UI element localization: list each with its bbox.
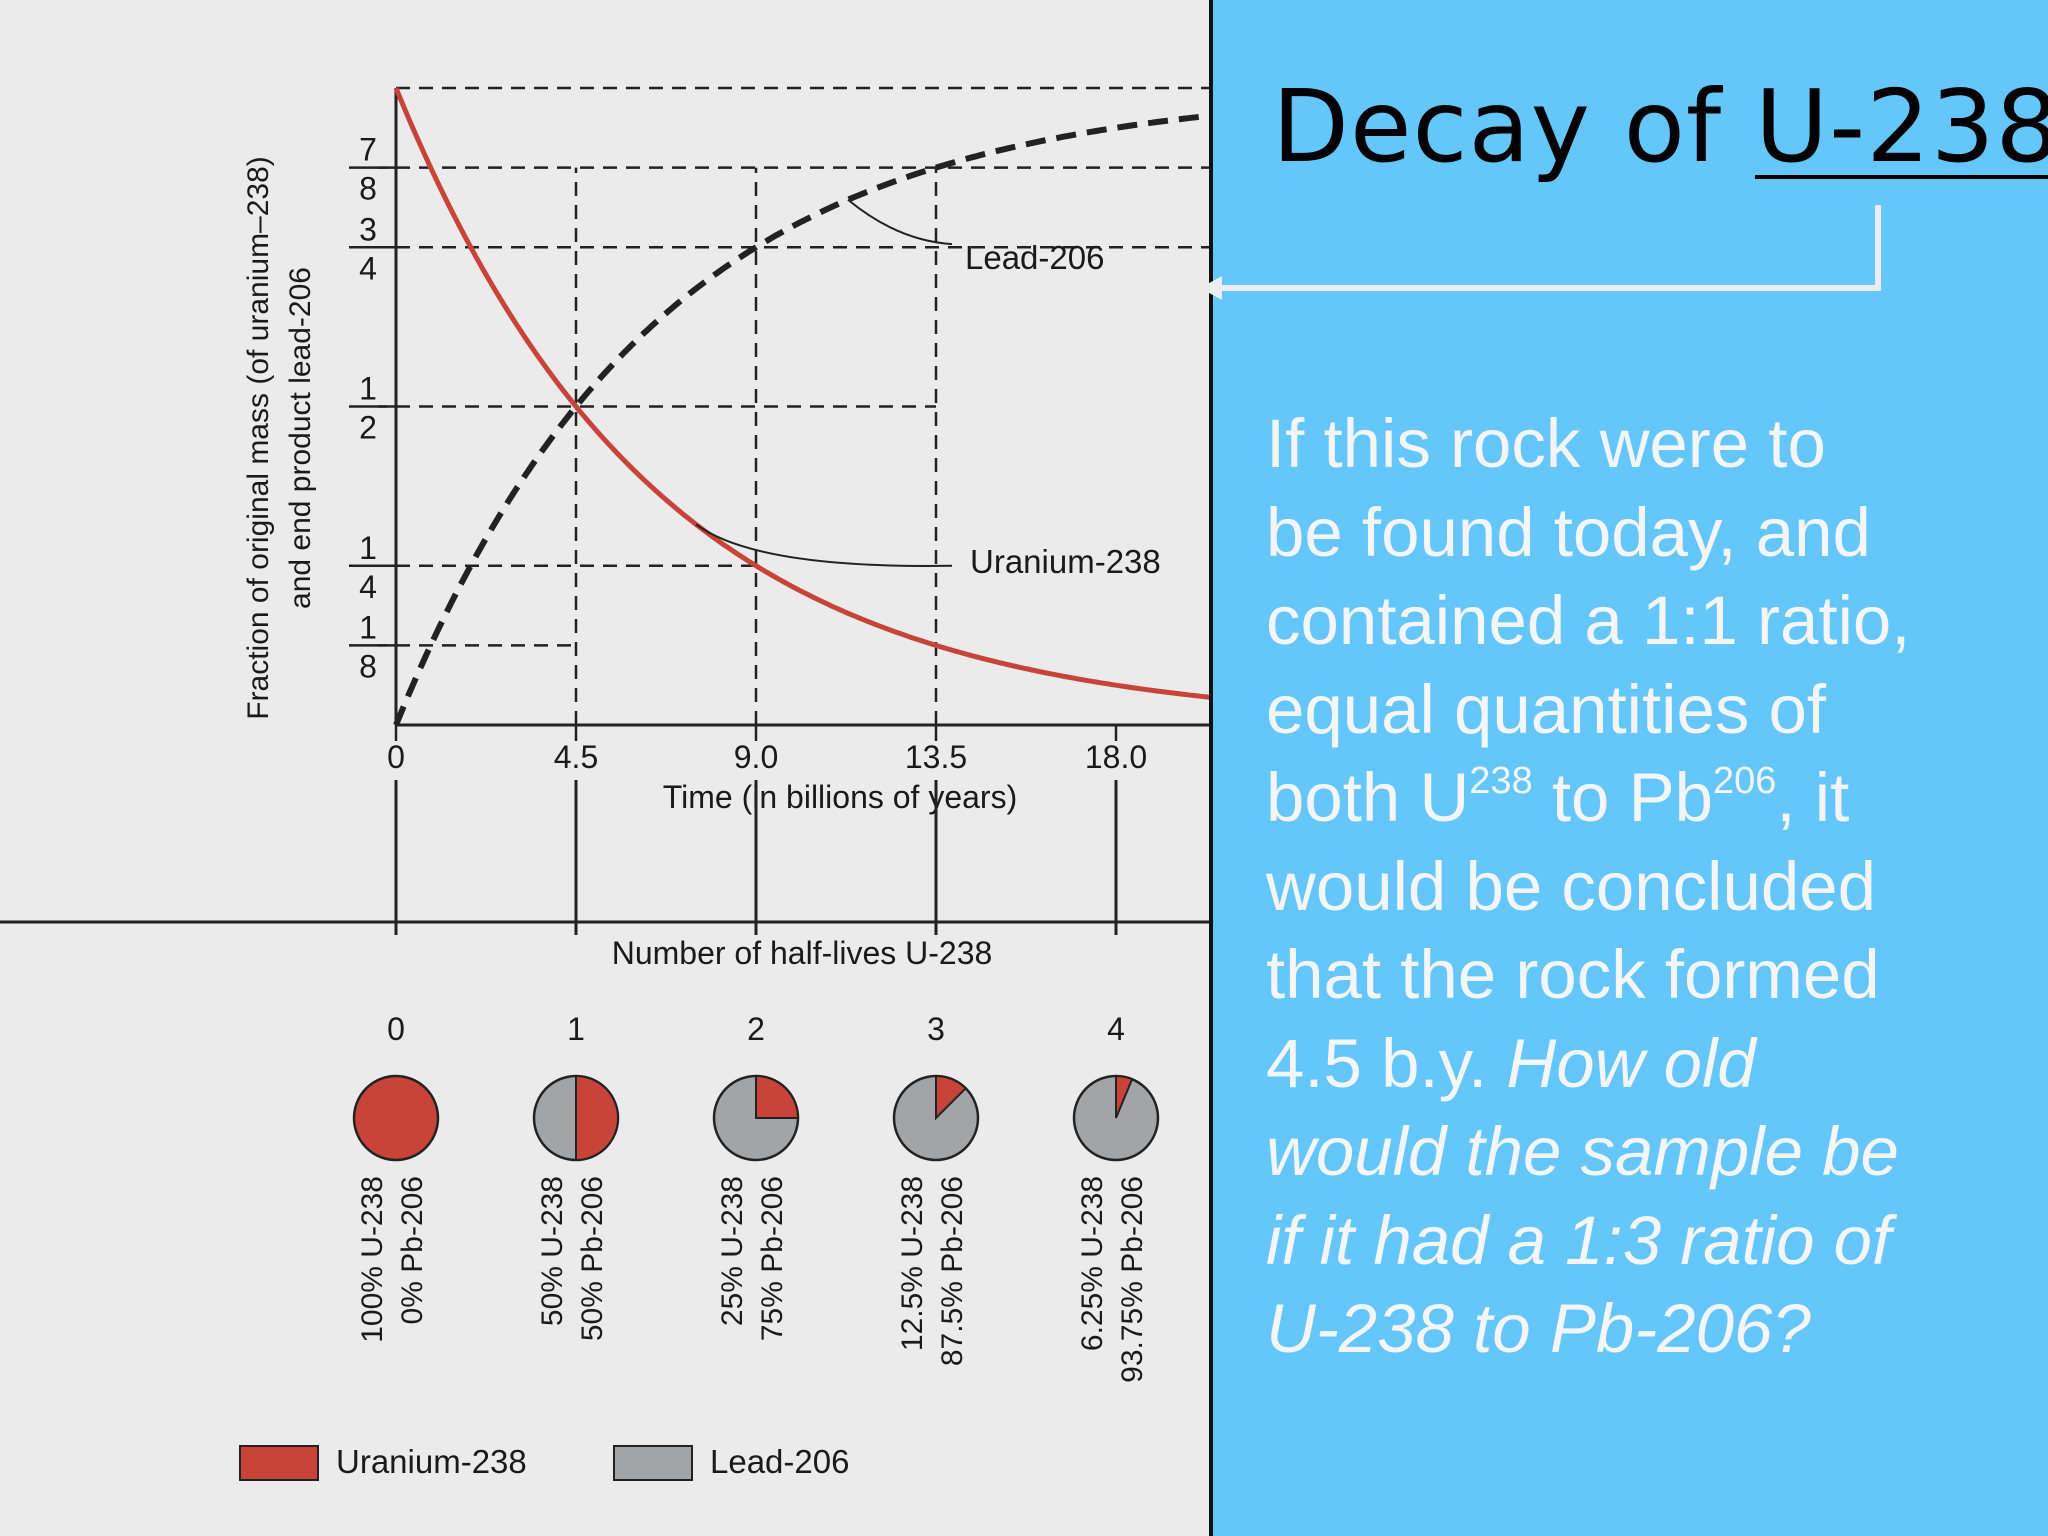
title-prefix: Decay of [1272,68,1755,185]
y-tick-numerator: 1 [359,609,377,645]
text-panel [1213,0,2048,1536]
y-tick-numerator: 3 [359,211,377,247]
uranium-238-curve [393,87,1209,700]
y-tick-numerator: 1 [359,530,377,566]
x-tick-label: 13.5 [905,739,967,775]
question-line: to Pb [1532,759,1713,836]
question-text: If this rock were to be found today, and… [1266,400,2036,1374]
question-line: both U [1266,759,1470,836]
pie-lead-percent: 75% Pb-206 [756,1176,789,1341]
lead-callout-line [847,198,953,246]
uranium-callout-label: Uranium-238 [970,543,1161,580]
pie-uranium-slice [755,1074,800,1119]
y-tick-numerator: 7 [359,132,377,168]
pie-uranium-percent: 50% U-238 [536,1176,569,1326]
y-axis-label-line2: and end product lead-206 [284,267,317,609]
y-axis-label-line1: Fraction of original mass (of uranium–23… [242,156,275,720]
title-isotope: U-238 [1754,68,2048,185]
lead-206-curve [393,112,1209,727]
pie-lead-percent: 0% Pb-206 [396,1176,429,1324]
chart-panel: 1 8 1 4 1 2 3 4 7 8 0 4.5 9.0 13.5 18.0 Fraction of or… [0,0,1213,1536]
pie-lead-percent: 50% Pb-206 [576,1176,609,1341]
pie-uranium-slice [1115,1074,1134,1119]
question-line: that the rock formed [1266,936,1880,1013]
question-italic: if it had a 1:3 ratio of [1266,1201,1892,1279]
question-line: 4.5 b.y. [1266,1024,1507,1102]
guide-lines [396,86,1209,725]
question-italic: U-238 to Pb-206? [1266,1290,1811,1367]
half-life-number: 2 [747,1011,765,1047]
pie-uranium-percent: 12.5% U-238 [896,1176,929,1351]
pie-uranium-slice [935,1074,968,1121]
half-life-number: 3 [927,1011,945,1047]
uranium-callout-line [695,523,953,567]
y-tick-denominator: 2 [359,410,377,446]
question-line: be found today, and [1266,493,1871,571]
axes [378,88,1209,741]
legend-swatch-uranium [239,1445,319,1481]
legend: Uranium-238 Lead-206 [239,1443,849,1481]
legend-swatch-lead [613,1445,693,1481]
question-line: equal quantities of [1266,670,1827,748]
lead-callout-label: Lead-206 [965,239,1104,276]
question-italic: How old [1506,1024,1756,1102]
pie-lead-percent: 93.75% Pb-206 [1116,1176,1149,1383]
y-tick-denominator: 8 [359,171,377,207]
lead-superscript: 206 [1713,760,1777,802]
half-lives-section: 0 100% U-238 0% Pb-206 1 50% U-238 50% Pb-206… [0,780,1209,1383]
x-tick-label: 0 [387,739,405,775]
x-tick-label: 9.0 [734,739,778,775]
x-tick-label: 4.5 [554,739,598,775]
pie-uranium-percent: 6.25% U-238 [1076,1176,1109,1351]
half-life-number: 4 [1107,1011,1125,1047]
y-tick-denominator: 4 [359,250,377,286]
bracket-arrow [1200,205,1881,300]
slide-title: Decay of U-238 [1272,72,2048,182]
uranium-superscript: 238 [1469,760,1533,802]
half-life-number: 1 [567,1011,585,1047]
pie-uranium-slice [575,1074,619,1162]
pie-uranium-slice [352,1074,440,1162]
y-tick-denominator: 4 [359,569,377,605]
question-italic: would the sample be [1266,1113,1899,1190]
pie-uranium-percent: 25% U-238 [716,1176,749,1326]
series [393,87,1209,727]
pie-uranium-percent: 100% U-238 [356,1176,389,1343]
half-lives-label: Number of half-lives U-238 [612,935,993,971]
question-line: , it [1776,759,1850,836]
question-line: would be concluded [1266,847,1876,925]
y-tick-numerator: 1 [359,371,377,407]
pie-lead-percent: 87.5% Pb-206 [936,1176,969,1366]
legend-label-uranium: Uranium-238 [336,1443,527,1480]
half-life-number: 0 [387,1011,405,1047]
x-tick-label: 18.0 [1085,739,1147,775]
question-line: If this rock were to [1266,405,1826,482]
legend-label-lead: Lead-206 [710,1443,849,1480]
question-line: contained a 1:1 ratio, [1266,582,1911,659]
x-axis-label: Time (in billions of years) [663,779,1017,815]
y-tick-denominator: 8 [359,648,377,684]
